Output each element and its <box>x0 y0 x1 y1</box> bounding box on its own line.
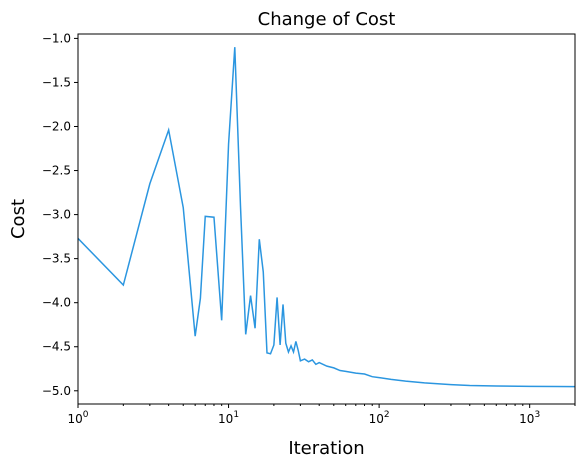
y-tick-label: −4.5 <box>42 340 71 354</box>
x-tick-label: 100 <box>67 410 88 426</box>
x-tick-label-exponent: 1 <box>233 410 239 420</box>
x-axis: 100 101 102 103 <box>67 404 576 426</box>
x-tick-label-base: 10 <box>218 412 233 426</box>
y-axis: −1.0 −1.5 −2.0 −2.5 −3.0 −3.5 −4.0 −4.5 −5.0 <box>42 31 78 398</box>
y-tick-label: −3.5 <box>42 252 71 266</box>
y-tick-label: −3.0 <box>42 208 71 222</box>
y-tick-label: −5.0 <box>42 384 71 398</box>
x-axis-label: Iteration <box>288 438 364 459</box>
y-tick-label: −1.5 <box>42 75 71 89</box>
x-tick-label-exponent: 2 <box>384 410 390 420</box>
x-tick-label: 102 <box>369 410 390 426</box>
y-tick-label: −2.5 <box>42 164 71 178</box>
x-tick-label-exponent: 3 <box>534 410 540 420</box>
y-tick-label: −2.0 <box>42 120 71 134</box>
series-line-cost <box>78 47 575 388</box>
y-tick-label: −4.0 <box>42 296 71 310</box>
y-axis-label: Cost <box>8 199 29 239</box>
y-tick-label: −1.0 <box>42 31 71 45</box>
plot-frame <box>77 33 576 405</box>
x-tick-label-base: 10 <box>369 412 384 426</box>
x-tick-label-base: 10 <box>519 412 534 426</box>
chart-title: Change of Cost <box>258 9 396 30</box>
x-tick-label: 101 <box>218 410 239 426</box>
x-tick-label: 103 <box>519 410 540 426</box>
x-tick-label-base: 10 <box>67 412 82 426</box>
x-tick-label-exponent: 0 <box>83 410 89 420</box>
